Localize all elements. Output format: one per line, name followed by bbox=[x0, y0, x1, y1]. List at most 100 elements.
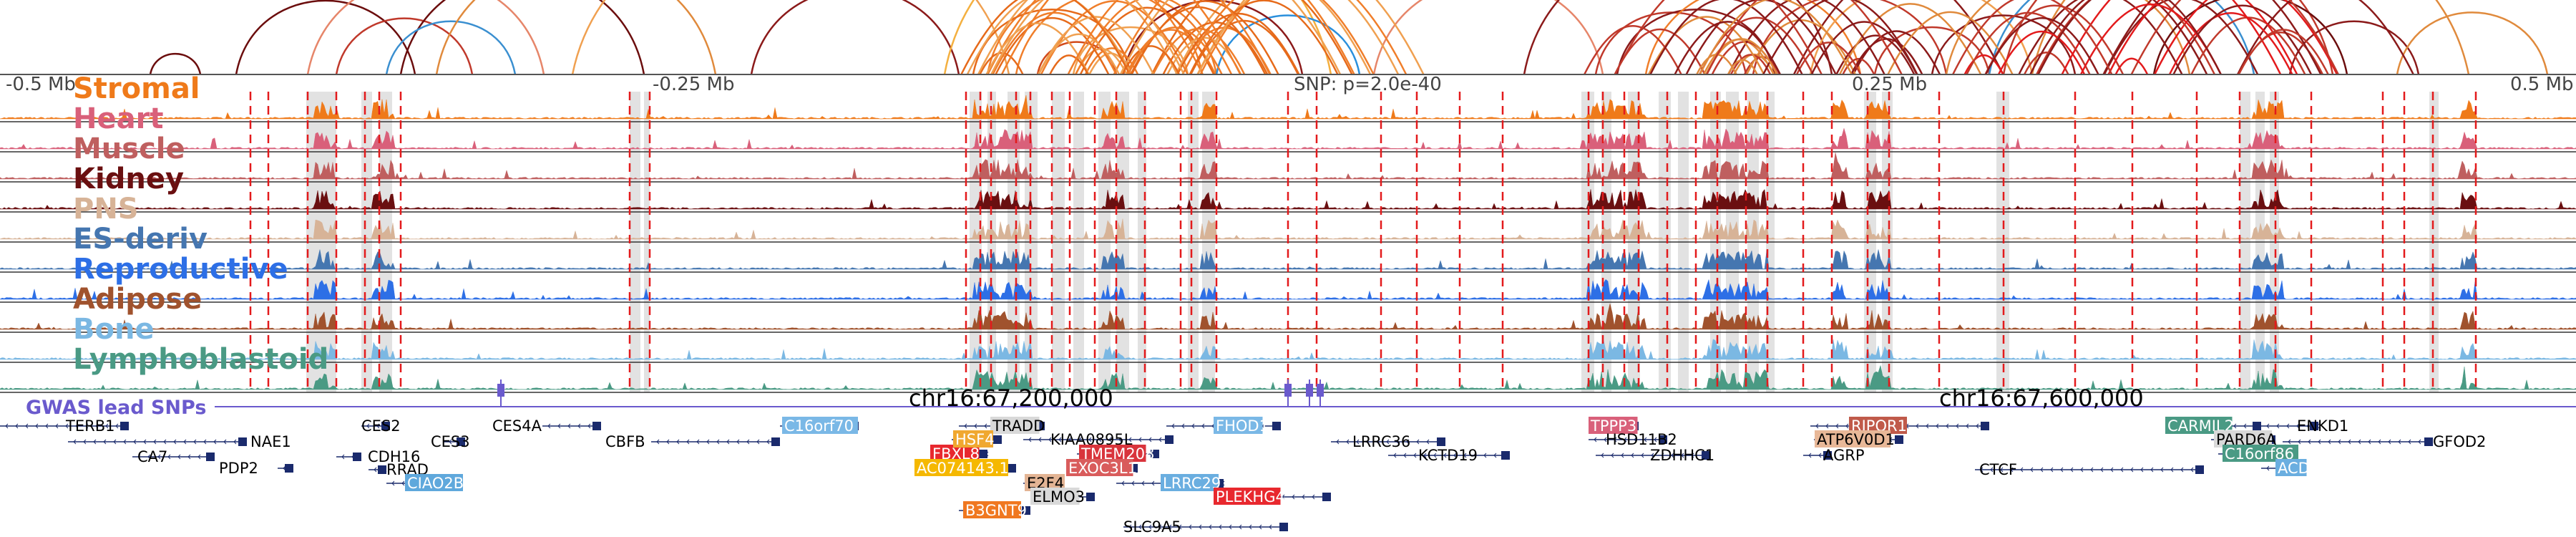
exon-block bbox=[1008, 464, 1016, 473]
exon-block bbox=[771, 437, 780, 446]
exon-block bbox=[238, 437, 247, 446]
exon-block bbox=[1659, 435, 1667, 444]
strand-arrow bbox=[1634, 437, 1637, 442]
loop-arc bbox=[1699, 0, 1853, 75]
exon-block bbox=[592, 422, 601, 430]
strand-arrow bbox=[2328, 439, 2331, 445]
gwas-snp-markers bbox=[497, 379, 1324, 407]
gene-label: GFOD2 bbox=[2433, 433, 2486, 450]
track-label-adipose: Adipose bbox=[73, 283, 202, 316]
strand-arrow bbox=[2306, 423, 2310, 429]
gene-ac074143.1: AC074143.1 bbox=[914, 459, 1016, 477]
gene-label: EXOC3L1 bbox=[1068, 460, 1137, 477]
loop-arc bbox=[1049, 54, 1089, 75]
loop-arc bbox=[1810, 21, 1918, 75]
gene-label: SLC9A5 bbox=[1123, 518, 1181, 536]
signal-track-muscle bbox=[0, 153, 2576, 180]
gene-b3gnt9: B3GNT9 bbox=[959, 501, 1030, 519]
strand-arrow bbox=[2296, 423, 2300, 429]
loop-arc bbox=[1966, 11, 2091, 75]
strand-arrow bbox=[103, 439, 107, 445]
gene-lrrc29: LRRC29 bbox=[1116, 474, 1225, 492]
strand-arrow bbox=[1396, 439, 1400, 445]
coord-minus-quarter: -0.25 Mb bbox=[653, 74, 734, 95]
loop-arc bbox=[306, 0, 545, 75]
strand-arrow bbox=[123, 439, 127, 445]
gene-elmo3: ELMO3 bbox=[1030, 488, 1095, 505]
loop-arc bbox=[399, 0, 645, 75]
loop-arc bbox=[2029, 0, 2208, 75]
loop-arc bbox=[1196, 0, 1400, 75]
strand-arrow bbox=[1808, 453, 1812, 458]
gene-lrrc36: LRRC36 bbox=[1331, 433, 1445, 450]
strand-arrow bbox=[2170, 467, 2174, 473]
strand-arrow bbox=[756, 439, 760, 445]
gene-fhod1: FHOD1 bbox=[1166, 417, 1281, 435]
gene-slc9a5: SLC9A5 bbox=[1123, 518, 1288, 536]
gene-label: ELMO3 bbox=[1033, 488, 1085, 505]
gene-label: CES3 bbox=[431, 433, 470, 450]
strand-arrow bbox=[587, 423, 591, 429]
strand-arrow bbox=[15, 423, 19, 429]
strand-arrow bbox=[187, 454, 191, 460]
strand-arrow bbox=[2338, 439, 2341, 445]
loop-arc bbox=[1181, 0, 1375, 75]
strand-arrow bbox=[736, 439, 740, 445]
strand-arrow bbox=[1956, 423, 1959, 429]
exon-block bbox=[1437, 437, 1445, 446]
gene-acd: ACD bbox=[2261, 459, 2310, 477]
strand-arrow bbox=[153, 439, 157, 445]
strand-arrow bbox=[1691, 453, 1694, 458]
strand-arrow bbox=[2266, 423, 2270, 429]
strand-arrow bbox=[1621, 453, 1624, 458]
strand-arrow bbox=[1386, 439, 1390, 445]
exon-block bbox=[353, 453, 361, 461]
strand-arrow bbox=[2150, 467, 2154, 473]
gene-ces2: CES2 bbox=[361, 417, 401, 435]
strand-arrow bbox=[1078, 437, 1082, 442]
exon-block bbox=[1895, 435, 1903, 444]
strand-arrow bbox=[1671, 453, 1674, 458]
strand-arrow bbox=[1282, 494, 1285, 500]
loop-arc bbox=[1649, 0, 1803, 75]
strand-arrow bbox=[2348, 439, 2351, 445]
track-label-reproductive: Reproductive bbox=[73, 253, 288, 286]
exon-block bbox=[1981, 422, 1989, 430]
strand-arrow bbox=[1403, 453, 1407, 458]
chr-label-left: chr16:67,200,000 bbox=[909, 384, 1113, 412]
strand-arrow bbox=[1292, 494, 1295, 500]
gwas-track: GWAS lead SNPs bbox=[26, 379, 2576, 419]
strand-arrow bbox=[1128, 437, 1132, 442]
gene-pdp2: PDP2 bbox=[219, 460, 293, 477]
loop-arc bbox=[1792, 0, 2004, 75]
strand-arrow bbox=[1980, 467, 1984, 473]
loop-arc bbox=[1945, 0, 2191, 75]
gene-zdhhc1: ZDHHC1 bbox=[1596, 447, 1714, 464]
strand-arrow bbox=[2040, 467, 2044, 473]
gene-label: PLEKHG4 bbox=[1216, 488, 1285, 505]
gene-label: NAE1 bbox=[250, 433, 291, 450]
loop-arc bbox=[1119, 0, 1342, 75]
strand-arrow bbox=[1229, 524, 1232, 530]
strand-arrow bbox=[2243, 423, 2247, 429]
gwas-label: GWAS lead SNPs bbox=[26, 397, 206, 419]
strand-arrow bbox=[1181, 423, 1185, 429]
gene-ctcf: CTCF bbox=[1975, 461, 2204, 478]
strand-arrow bbox=[1141, 480, 1145, 486]
loop-arc bbox=[1931, 14, 2077, 75]
loop-arc bbox=[979, 52, 1024, 75]
strand-arrow bbox=[1098, 437, 1102, 442]
gene-enkd1: ENKD1 bbox=[2261, 417, 2348, 435]
strand-arrow bbox=[55, 423, 59, 429]
gwas-snp-marker bbox=[1284, 384, 1292, 397]
loop-arc bbox=[335, 17, 474, 75]
exon-block bbox=[993, 435, 1002, 444]
strand-arrow bbox=[2276, 423, 2280, 429]
strand-arrow bbox=[1604, 437, 1607, 442]
signal-track-adipose bbox=[0, 304, 2576, 330]
gene-kctd19: KCTD19 bbox=[1388, 447, 1510, 464]
strand-arrow bbox=[746, 439, 750, 445]
strand-arrow bbox=[1249, 524, 1252, 530]
exon-block bbox=[1823, 451, 1832, 460]
strand-arrow bbox=[1641, 453, 1644, 458]
